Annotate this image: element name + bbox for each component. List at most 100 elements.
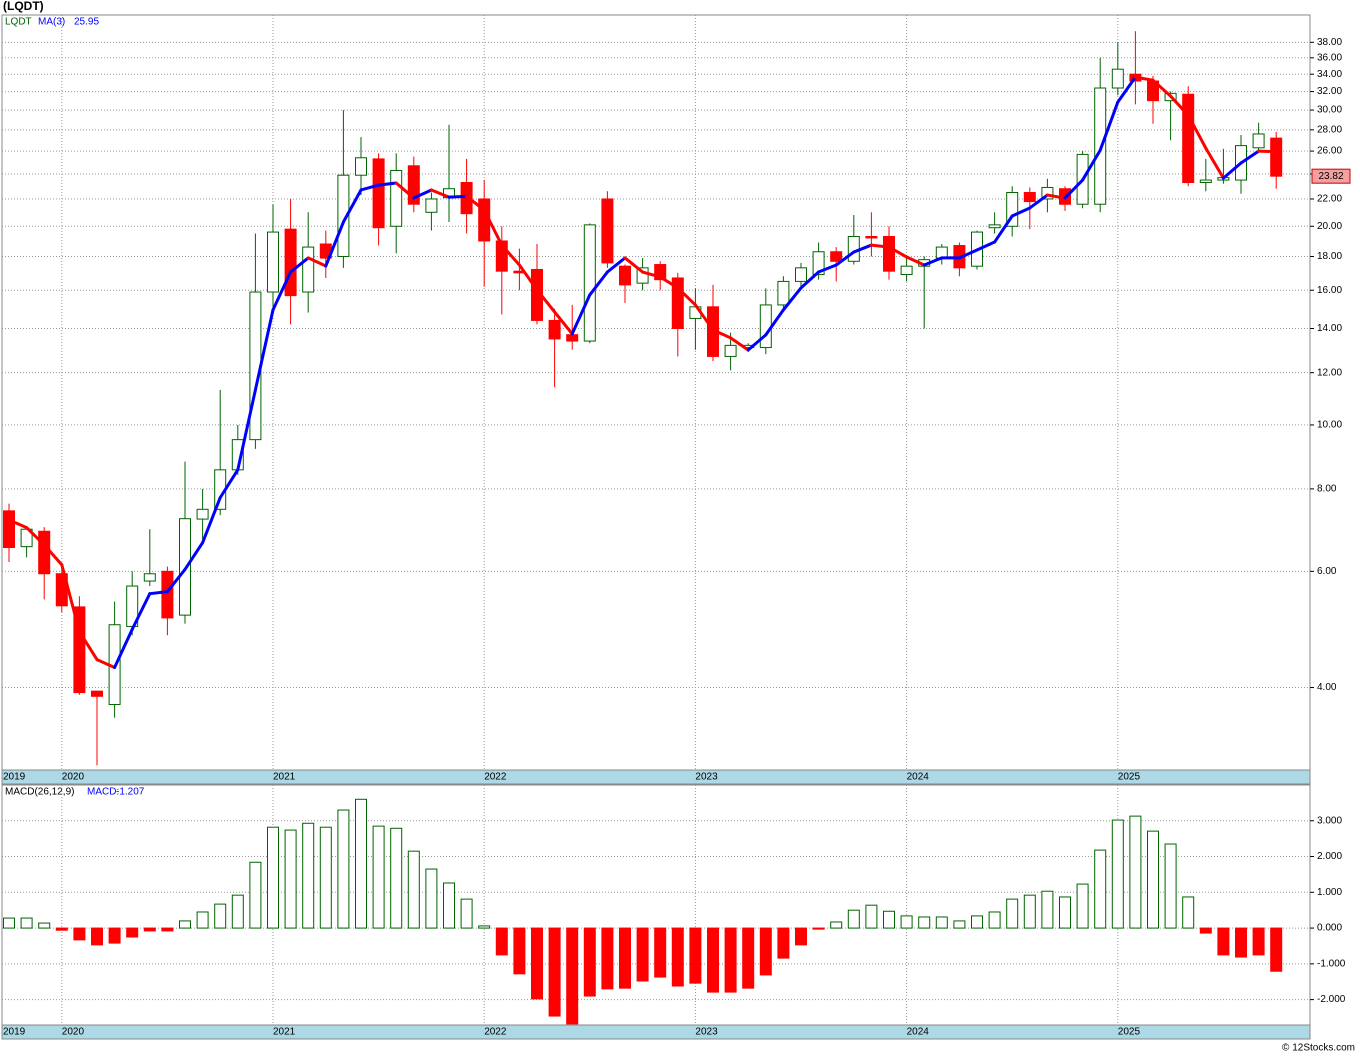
ma-segment [1010, 206, 1032, 218]
ma-segment [1028, 193, 1049, 210]
candle-body [1041, 186, 1054, 200]
y-tick-label: 20.00 [1317, 221, 1342, 232]
y-tick-label: 38.00 [1317, 37, 1342, 48]
macd-bar [302, 822, 315, 929]
macd-bar [777, 927, 790, 959]
macd-bar [284, 829, 297, 929]
macd-bar [73, 927, 86, 941]
macd-bar [566, 927, 579, 1025]
macd-bar [443, 882, 455, 929]
candle-body [1199, 179, 1212, 184]
x-tick-label: 2021 [273, 772, 296, 783]
y-tick-label: 3.000 [1317, 815, 1342, 826]
macd-bar [935, 916, 948, 929]
ma-segment [95, 658, 117, 669]
x-tick-label: 2021 [273, 1027, 296, 1038]
legend-ma: MA(3) [38, 17, 65, 28]
macd-bar [460, 898, 473, 929]
candle-body [830, 251, 843, 262]
candle-body [73, 606, 86, 694]
ma-segment [729, 336, 750, 352]
candle-body [337, 174, 350, 257]
candle-body [38, 530, 51, 575]
y-tick-label: -2.000 [1317, 994, 1346, 1005]
ma-segment [676, 286, 697, 307]
macd-bar [55, 927, 68, 931]
macd-bar [795, 927, 807, 946]
ma-segment [25, 526, 46, 547]
ma-segment [77, 630, 99, 662]
y-tick-label: -1.000 [1317, 958, 1346, 969]
candle-body [372, 158, 385, 229]
x-tick-label: 2024 [907, 1027, 930, 1038]
macd-bar [143, 927, 156, 932]
ma-segment [711, 328, 733, 340]
ma-segment [113, 627, 134, 669]
ma-segment [993, 214, 1014, 244]
macd-bar [1041, 890, 1054, 929]
ma-segment [7, 518, 29, 530]
ma-segment [394, 181, 416, 200]
ma-segment [1186, 113, 1208, 150]
macd-bar [319, 826, 332, 929]
ma-segment [975, 240, 997, 252]
y-tick-label: 14.00 [1317, 323, 1342, 334]
macd-bar [179, 920, 191, 929]
candle-body [566, 334, 579, 342]
ma-segment [1257, 149, 1278, 154]
candle-body [847, 235, 860, 262]
date-strip [1, 769, 1311, 785]
legend-ma-value: 25.95 [74, 17, 99, 28]
macd-bar [636, 927, 649, 982]
legend-macd-label: MACD: [87, 787, 119, 798]
candle-body [1182, 93, 1195, 184]
ma-segment [42, 543, 64, 567]
candle-body [636, 267, 649, 284]
y-tick-label: 1.000 [1317, 887, 1342, 898]
macd-bar [91, 927, 103, 946]
x-tick-label: 2019 [3, 772, 26, 783]
macd-bar [1111, 819, 1124, 929]
candle-body [795, 267, 807, 282]
macd-bar [1147, 830, 1159, 929]
candle-body [1270, 137, 1283, 177]
y-tick-label: 34.00 [1317, 69, 1342, 80]
macd-bar [425, 868, 438, 929]
ma-segment [324, 220, 345, 268]
macd-bar [1006, 898, 1019, 929]
ma-segment [1204, 146, 1225, 180]
candle-body [267, 231, 279, 293]
macd-bar [1270, 927, 1283, 972]
x-tick-label: 2024 [907, 772, 930, 783]
candle-body [619, 265, 631, 286]
ma-segment [1098, 100, 1120, 152]
macd-bar [724, 927, 737, 993]
x-tick-label: 2023 [695, 772, 718, 783]
x-tick-label: 2025 [1118, 1027, 1141, 1038]
macd-bar [126, 927, 139, 938]
ma-segment [781, 286, 803, 312]
macd-bar [1094, 849, 1107, 929]
macd-bar [196, 911, 209, 929]
macd-bar [1129, 815, 1142, 929]
macd-bar [390, 827, 403, 929]
ma-segment [412, 188, 433, 200]
macd-bar [1217, 927, 1230, 956]
x-tick-label: 2022 [484, 1027, 507, 1038]
y-tick-label: 4.00 [1317, 682, 1337, 693]
ma-segment [553, 310, 574, 336]
ma-segment [1239, 149, 1261, 165]
x-tick-label: 2022 [484, 772, 507, 783]
ma-segment [905, 255, 926, 267]
candle-body [1111, 68, 1124, 89]
date-strip [1, 1024, 1311, 1040]
last-price-box [1311, 168, 1351, 184]
macd-bar [971, 915, 983, 929]
y-tick-label: 2.000 [1317, 851, 1342, 862]
ma-segment [817, 263, 838, 274]
macd-bar [20, 917, 33, 929]
ma-segment [1221, 161, 1243, 180]
candle-body [91, 690, 103, 697]
macd-bar [1059, 896, 1071, 929]
y-tick-label: 10.00 [1317, 420, 1342, 431]
